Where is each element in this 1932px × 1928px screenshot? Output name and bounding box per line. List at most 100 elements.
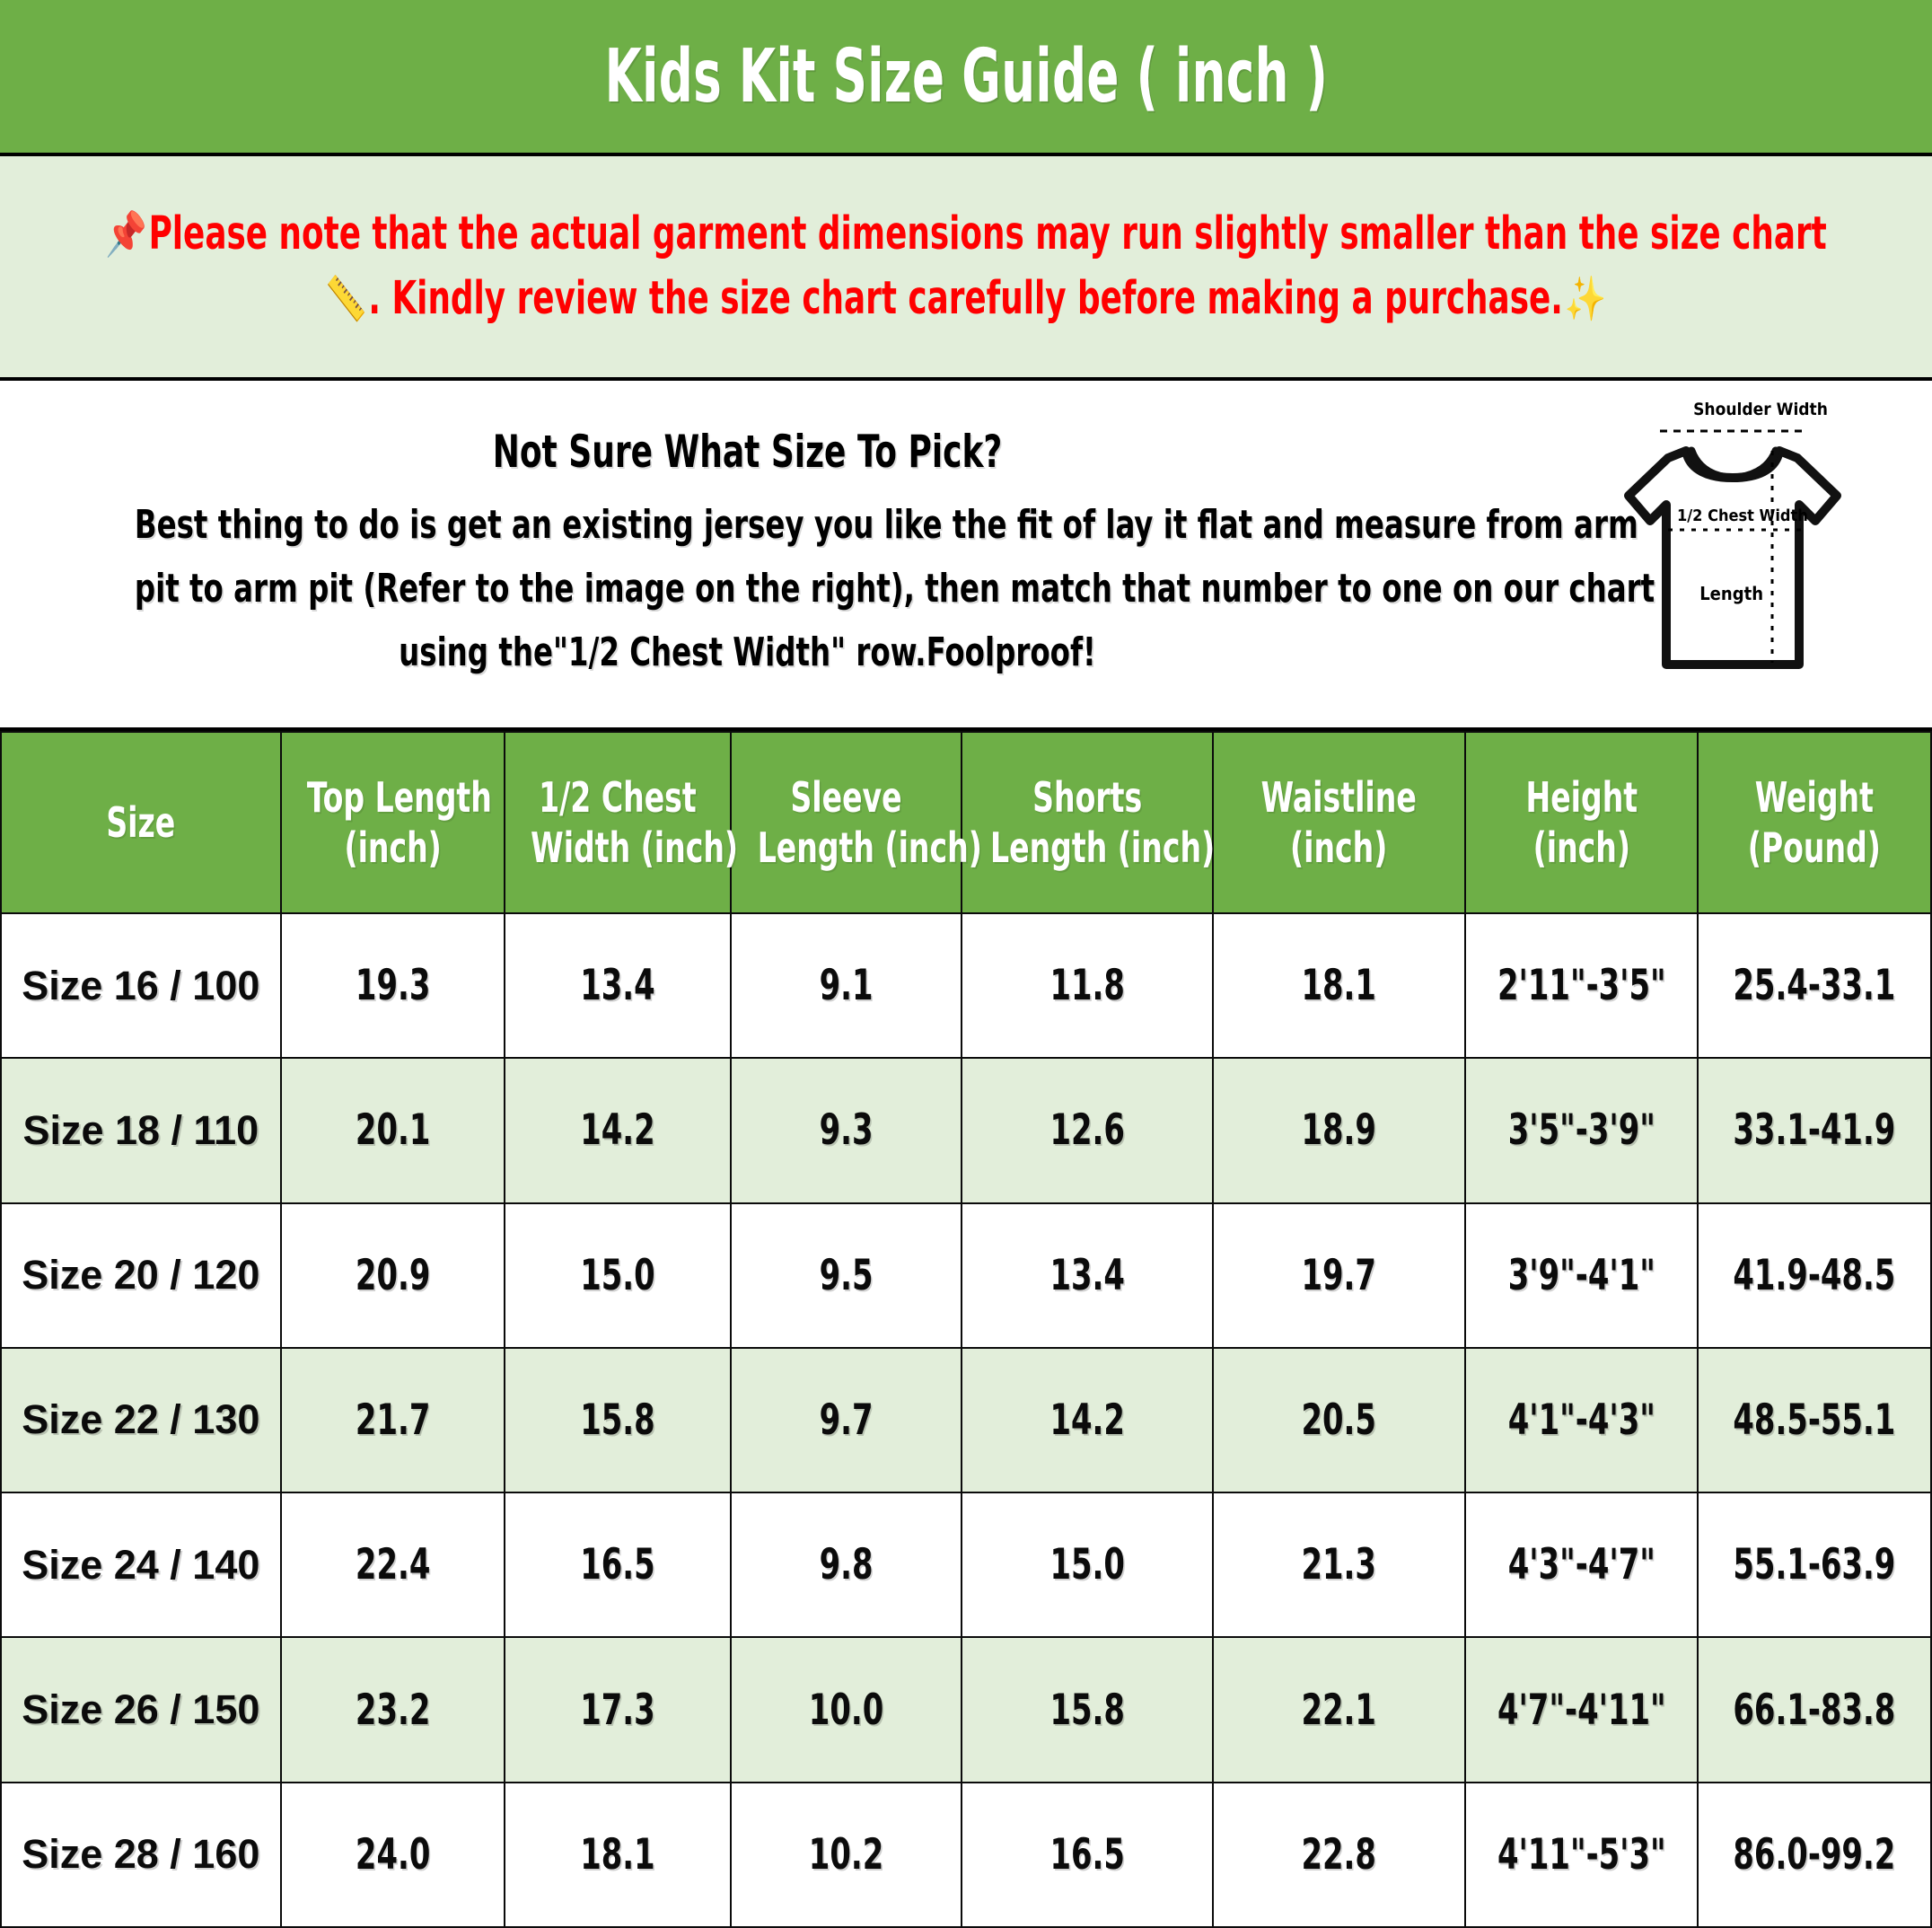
size-label-cell: Size 22 / 130 [0, 1346, 282, 1494]
table-row: Size 26 / 150 23.2 17.3 10.0 15.8 22.1 4'7"-4'… [0, 1636, 1932, 1783]
measurement-cell: 16.5 [503, 1492, 732, 1639]
measurement-cell: 33.1-41.9 [1697, 1057, 1932, 1204]
column-header-line: (inch) [1532, 823, 1630, 872]
column-header-line: (inch) [1290, 823, 1388, 872]
cell-value: 21.3 [1301, 1540, 1377, 1590]
size-label-cell: Size 18 / 110 [0, 1057, 282, 1204]
column-header-line: 1/2 Chest [539, 772, 697, 822]
measurement-cell: 21.7 [279, 1346, 505, 1494]
measurement-cell: 20.1 [279, 1057, 505, 1204]
cell-value: 18.1 [580, 1829, 655, 1880]
column-header-6: Height (inch) [1463, 731, 1699, 914]
cell-value: 15.0 [1049, 1540, 1125, 1590]
info-body-line-2: pit to arm pit (Refer to the image on th… [134, 565, 1655, 612]
cell-value: 3'5"-3'9" [1507, 1105, 1655, 1156]
info-section: Not Sure What Size To Pick? Best thing t… [0, 381, 1932, 731]
table-header-row: Size Top Length (inch) 1/2 Chest Width (inch… [0, 731, 1932, 914]
measurement-cell: 11.8 [960, 911, 1215, 1060]
cell-value: 2'11"-3'5" [1497, 961, 1666, 1011]
measurement-cell: 19.7 [1212, 1202, 1466, 1349]
cell-value: 20.1 [355, 1105, 430, 1156]
pushpin-icon: 📌 [105, 208, 147, 260]
column-header-line: Height [1525, 772, 1638, 822]
measurement-cell: 20.9 [279, 1202, 505, 1349]
cell-value: 3'9"-4'1" [1507, 1250, 1655, 1300]
cell-value: 22.1 [1301, 1685, 1377, 1735]
cell-value: Size 26 / 150 [22, 1686, 260, 1733]
cell-value: 17.3 [580, 1685, 655, 1735]
sparkles-icon: ✨ [1564, 274, 1607, 325]
column-header-line: (inch) [344, 823, 442, 872]
cell-value: 16.5 [1049, 1829, 1125, 1880]
measurement-cell: 23.2 [279, 1636, 505, 1783]
cell-value: 10.2 [808, 1829, 883, 1880]
column-header-line: (Pound) [1748, 823, 1882, 872]
svg-text:1/2 Chest Width: 1/2 Chest Width [1677, 506, 1808, 525]
measurement-cell: 13.4 [960, 1202, 1215, 1349]
info-body-line-3: using the"1/2 Chest Width" row.Foolproof… [399, 629, 1096, 676]
cell-value: 9.8 [819, 1540, 874, 1590]
cell-value: 10.0 [808, 1685, 883, 1735]
column-header-5: Waistline (inch) [1212, 731, 1466, 914]
cell-value: 12.6 [1049, 1105, 1125, 1156]
notice-line-2: 📏 . Kindly review the size chart careful… [326, 267, 1607, 331]
cell-value: 22.4 [355, 1540, 430, 1590]
measurement-cell: 25.4-33.1 [1697, 911, 1932, 1060]
cell-value: 9.7 [819, 1395, 874, 1445]
info-heading: Not Sure What Size To Pick? [492, 426, 1003, 478]
cell-value: 4'11"-5'3" [1497, 1829, 1666, 1880]
measurement-cell: 18.1 [1212, 911, 1466, 1060]
cell-value: 55.1-63.9 [1733, 1540, 1896, 1590]
measurement-cell: 9.8 [729, 1492, 962, 1639]
cell-value: 9.1 [819, 961, 874, 1011]
cell-value: 21.7 [355, 1395, 430, 1445]
cell-value: 23.2 [355, 1685, 430, 1735]
cell-value: 24.0 [355, 1829, 430, 1880]
measurement-cell: 14.2 [960, 1346, 1215, 1494]
measurement-cell: 20.5 [1212, 1346, 1466, 1494]
table-row: Size 18 / 110 20.1 14.2 9.3 12.6 18.9 3'5"-3'9… [0, 1057, 1932, 1204]
cell-value: 13.4 [580, 961, 655, 1011]
measurement-cell: 4'11"-5'3" [1463, 1781, 1699, 1928]
title-banner: Kids Kit Size Guide ( inch ) [0, 0, 1932, 156]
measurement-cell: 24.0 [279, 1781, 505, 1928]
cell-value: 15.8 [580, 1395, 655, 1445]
cell-value: Size 24 / 140 [22, 1541, 260, 1588]
measurement-cell: 4'3"-4'7" [1463, 1492, 1699, 1639]
column-header-line: Top Length [306, 772, 492, 822]
cell-value: 9.3 [819, 1105, 874, 1156]
measurement-cell: 15.0 [960, 1492, 1215, 1639]
column-header-line: Weight [1755, 772, 1875, 822]
ruler-icon: 📏 [325, 274, 368, 325]
table-header: Size Top Length (inch) 1/2 Chest Width (inch… [0, 731, 1932, 914]
cell-value: 4'3"-4'7" [1507, 1540, 1655, 1590]
column-header-2: 1/2 Chest Width (inch) [503, 731, 738, 914]
svg-text:Length: Length [1699, 583, 1763, 604]
size-label-cell: Size 24 / 140 [0, 1492, 282, 1639]
measurement-cell: 4'1"-4'3" [1463, 1346, 1699, 1494]
measurement-cell: 12.6 [960, 1057, 1215, 1204]
cell-value: 14.2 [1049, 1395, 1125, 1445]
column-header-3: Sleeve Length (inch) [729, 731, 982, 914]
measurement-cell: 41.9-48.5 [1697, 1202, 1932, 1349]
cell-value: Size 20 / 120 [22, 1252, 260, 1299]
cell-value: 19.3 [355, 961, 430, 1011]
measurement-cell: 48.5-55.1 [1697, 1346, 1932, 1494]
measurement-cell: 13.4 [503, 911, 732, 1060]
measurement-cell: 17.3 [503, 1636, 732, 1783]
cell-value: Size 28 / 160 [22, 1831, 260, 1878]
cell-value: 15.8 [1049, 1685, 1125, 1735]
cell-value: Size 16 / 100 [22, 962, 260, 1008]
cell-value: 18.1 [1301, 961, 1377, 1011]
measurement-cell: 22.4 [279, 1492, 505, 1639]
info-body-line-1: Best thing to do is get an existing jers… [134, 501, 1638, 548]
column-header-line: Sleeve [790, 772, 902, 822]
measurement-cell: 4'7"-4'11" [1463, 1636, 1699, 1783]
measurement-cell: 22.8 [1212, 1781, 1466, 1928]
measurement-cell: 21.3 [1212, 1492, 1466, 1639]
measurement-cell: 19.3 [279, 911, 505, 1060]
column-header-line: Width (inch) [531, 823, 738, 872]
column-header-line: Shorts [1032, 772, 1143, 822]
cell-value: 11.8 [1049, 961, 1125, 1011]
